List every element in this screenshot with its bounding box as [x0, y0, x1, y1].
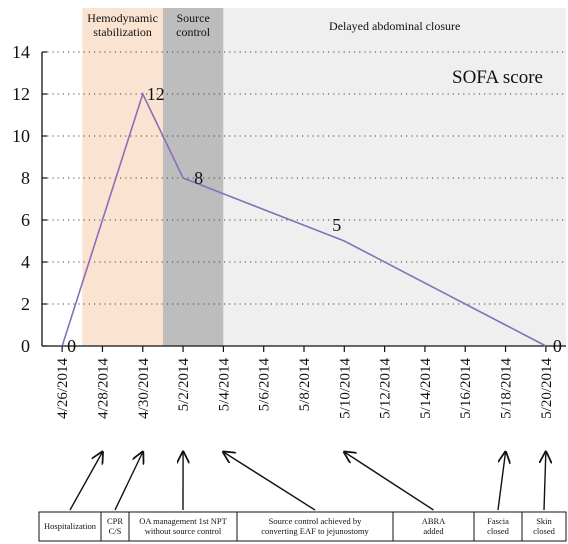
- annotation-arrow-1: [69, 452, 102, 511]
- phase-band-2: [162, 8, 224, 346]
- y-tick-labels: 0 2 4 6 8 10 12 14: [12, 42, 47, 356]
- y-tick-12: 12: [12, 84, 30, 104]
- point-label-2: 8: [194, 168, 203, 188]
- annotation-label-5: ABRA added: [422, 516, 446, 536]
- y-tick-14: 14: [12, 42, 30, 62]
- annotation-box-2: [100, 511, 130, 542]
- x-tick-5-12-2014: 5/12/2014: [378, 358, 394, 419]
- x-tick-5-14-2014: 5/14/2014: [418, 358, 434, 419]
- x-tick-4-26-2014: 4/26/2014: [55, 358, 71, 419]
- annotation-box-7: [521, 511, 567, 542]
- annotation-label-3: OA management 1st NPT without source cont…: [139, 516, 227, 536]
- x-tick-5-10-2014: 5/10/2014: [337, 358, 353, 419]
- annotation-label-7: Skin closed: [533, 516, 555, 536]
- phase-band-1: [82, 8, 163, 346]
- series-line-sofa-score: [61, 91, 547, 347]
- x-tick-4-28-2014: 4/28/2014: [95, 358, 111, 419]
- annotation-box-5: [392, 511, 475, 542]
- series-name-label: SOFA score: [452, 67, 543, 88]
- phase-band-3: [223, 8, 566, 346]
- annotation-box-3: [128, 511, 238, 542]
- annotation-label-2: CPR C/S: [107, 516, 123, 536]
- phase-label-3: Delayed abdominal closure: [329, 19, 460, 33]
- annotation-arrow-2: [114, 452, 143, 511]
- x-tick-5-16-2014: 5/16/2014: [458, 358, 474, 419]
- series: 0 12 8 5 0 SOFA score: [61, 67, 562, 356]
- x-tick-5-8-2014: 5/8/2014: [297, 358, 313, 412]
- x-tick-5-6-2014: 5/6/2014: [257, 358, 273, 412]
- annotation-arrow-7: [544, 452, 546, 511]
- annotation-label-4: Source control achieved by converting EAF…: [261, 516, 369, 536]
- y-tick-8: 8: [21, 168, 30, 188]
- x-tick-4-30-2014: 4/30/2014: [136, 358, 152, 419]
- y-tick-0: 0: [21, 336, 30, 356]
- annotation-arrow-5: [344, 452, 434, 511]
- annotation-box-1: [38, 511, 102, 542]
- y-tick-4: 4: [21, 252, 30, 272]
- annotation-box-6: [473, 511, 523, 542]
- annotation-arrow-4: [223, 452, 316, 511]
- y-tick-6: 6: [21, 210, 30, 230]
- x-tick-5-4-2014: 5/4/2014: [216, 358, 232, 412]
- phase-bands: [82, 8, 566, 346]
- phase-label-1: Hemodynamic stabilization: [87, 11, 158, 39]
- annotations: Hospitalization CPR C/S OA management 1st N…: [38, 452, 567, 542]
- x-tick-5-18-2014: 5/18/2014: [499, 358, 515, 419]
- point-label-1: 12: [147, 84, 165, 104]
- x-tick-5-20-2014: 5/20/2014: [539, 358, 555, 419]
- y-tick-2: 2: [21, 294, 30, 314]
- point-label-0: 0: [67, 336, 76, 356]
- point-label-3: 5: [332, 215, 341, 235]
- point-label-4: 0: [553, 336, 562, 356]
- phase-labels: Hemodynamic stabilization Source control Del…: [87, 11, 460, 39]
- y-tick-10: 10: [12, 126, 30, 146]
- phase-label-2: Source control: [176, 11, 211, 39]
- annotation-label-6: Fascia closed: [487, 516, 509, 536]
- x-tick-5-2-2014: 5/2/2014: [176, 358, 192, 412]
- annotation-arrow-6: [497, 452, 506, 511]
- annotation-label-1: Hospitalization: [44, 521, 97, 531]
- x-tick-labels: 4/26/2014 4/28/2014 4/30/2014 5/2/2014 5/4/2…: [55, 346, 555, 419]
